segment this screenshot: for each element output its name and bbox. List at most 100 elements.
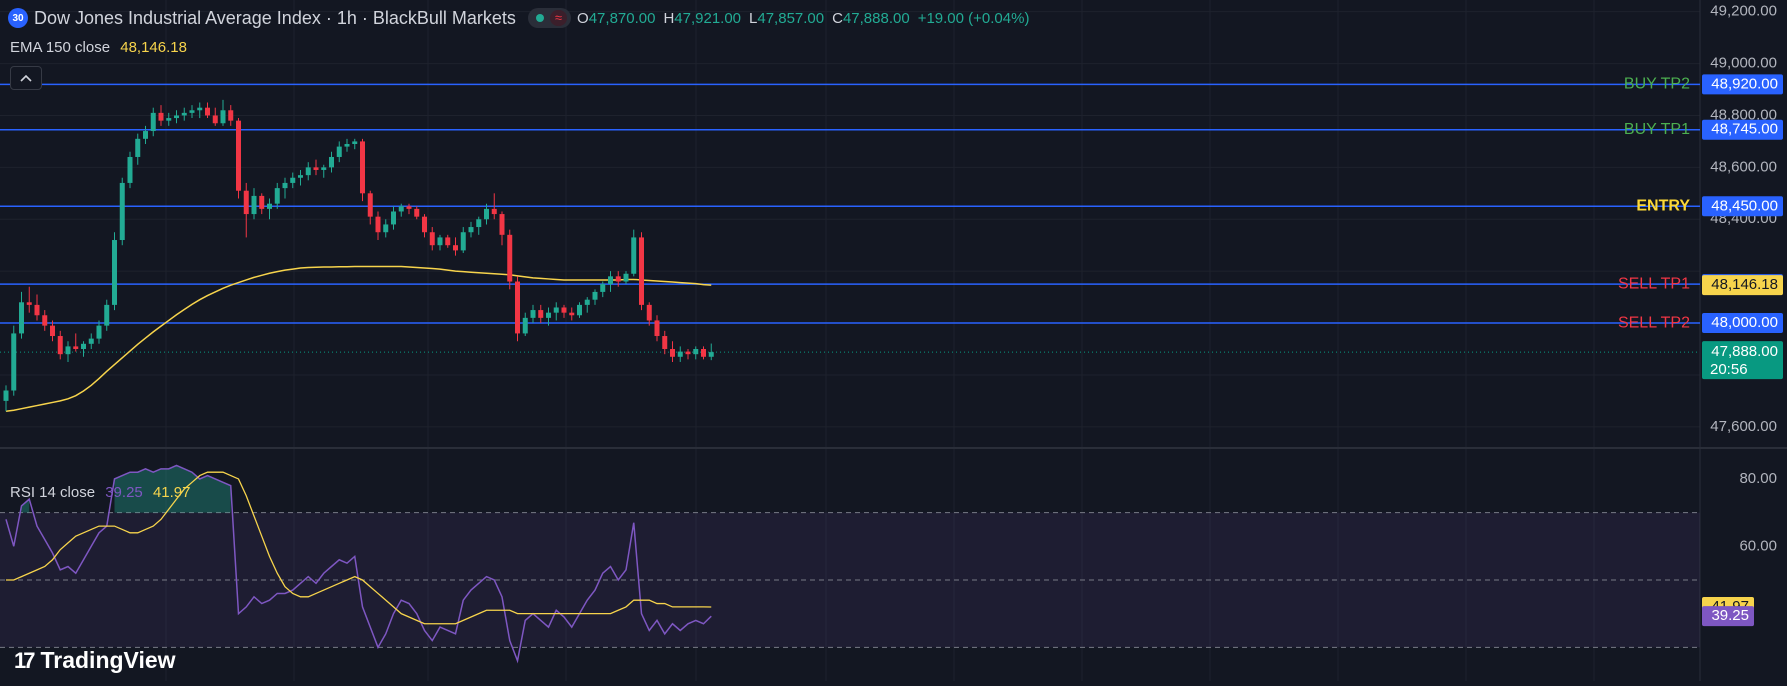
symbol-title[interactable]: Dow Jones Industrial Average Index · 1h …: [34, 7, 516, 28]
last-price-tag: [1702, 341, 1783, 380]
candle-body: [468, 227, 474, 233]
y-tick-label: 49,200.00: [1710, 3, 1777, 20]
ema-price-text: 48,146.18: [1711, 276, 1778, 293]
candle-body: [220, 110, 226, 124]
candle-body: [119, 182, 125, 241]
ema-legend-label: EMA 150 close: [10, 39, 111, 56]
candle-body: [460, 232, 466, 251]
candle-body: [143, 131, 148, 139]
price-change: +19.00 (+0.04%): [917, 9, 1030, 27]
candle-body: [553, 307, 559, 313]
rsi-ma-legend-value: 41.97: [152, 484, 191, 501]
candle-body: [19, 302, 24, 334]
bar-countdown: 20:56: [1710, 361, 1748, 378]
candle-body: [383, 224, 389, 233]
ema-legend[interactable]: EMA 150 close 48,146.18: [10, 39, 187, 56]
candle-body: [515, 281, 520, 334]
rsi-ma-line: [6, 471, 712, 625]
candle-body: [584, 299, 590, 305]
candle-body: [422, 216, 427, 233]
ema-legend-value: 48,146.18: [120, 39, 187, 56]
candle-body: [437, 237, 443, 246]
candle-body: [150, 112, 156, 132]
chevron-up-icon: [20, 74, 32, 82]
candle-body: [11, 333, 17, 391]
level-label: SELL TP2: [1618, 314, 1690, 331]
market-status-pill[interactable]: ≈: [527, 8, 572, 28]
candle-body: [112, 240, 117, 305]
rsi-tick-label: 80.00: [1739, 470, 1777, 487]
candle-body: [654, 320, 660, 337]
candle-body: [615, 276, 621, 282]
candle-body: [646, 304, 652, 321]
candle-body: [445, 237, 451, 246]
tradingview-wordmark: TradingView: [40, 647, 176, 673]
candle-body: [453, 245, 458, 251]
rsi-overbought-fill: [21, 499, 30, 513]
candle-body: [73, 346, 79, 349]
candle-body: [375, 216, 381, 233]
candle-body: [34, 304, 40, 316]
level-label: SELL TP1: [1618, 275, 1690, 292]
candle-body: [414, 208, 420, 217]
level-price-text: 48,745.00: [1711, 121, 1778, 138]
candle-body: [298, 175, 303, 178]
chart-header: 30 Dow Jones Industrial Average Index · …: [8, 6, 1029, 30]
rsi-legend[interactable]: RSI 14 close 39.25 41.97: [10, 484, 190, 501]
candle-body: [305, 167, 311, 176]
symbol-badge-icon[interactable]: 30: [8, 8, 28, 28]
ohlc-open: O47,870.00: [577, 9, 656, 27]
last-price-text: 47,888.00: [1711, 343, 1778, 360]
candle-body: [127, 156, 133, 183]
level-price-tag: [1702, 74, 1783, 95]
level-price-text: 48,450.00: [1711, 197, 1778, 214]
candle-body: [352, 141, 358, 145]
candle-body: [708, 352, 714, 357]
tradingview-mark-icon: 17: [14, 647, 36, 673]
rsi-line: [5, 464, 712, 664]
candle-body: [507, 234, 513, 282]
rsi-value-tag: [1702, 606, 1754, 627]
level-price-text: 48,920.00: [1711, 75, 1778, 92]
candle-body: [360, 141, 365, 194]
candle-body: [329, 156, 334, 168]
candle-body: [670, 348, 675, 357]
candle-body: [546, 312, 551, 318]
candle-body: [236, 120, 241, 191]
y-tick-label: 49,000.00: [1710, 55, 1777, 72]
candle-body: [251, 195, 257, 215]
ohlc-close: C47,888.00: [832, 9, 910, 27]
candle-body: [429, 232, 435, 246]
rsi-legend-label: RSI 14 close: [10, 484, 96, 501]
candle-body: [522, 317, 528, 334]
candle-body: [166, 118, 172, 121]
candle-body: [538, 310, 544, 318]
ema-150-line: [5, 265, 712, 413]
candle-body: [243, 190, 249, 215]
candle-body: [212, 115, 218, 124]
level-price-text: 48,000.00: [1711, 314, 1778, 331]
y-tick-label: 48,800.00: [1710, 106, 1777, 123]
candle-body: [267, 203, 272, 209]
collapse-legend-button[interactable]: [10, 66, 42, 90]
candle-body: [677, 351, 683, 357]
candle-body: [26, 302, 32, 305]
candle-body: [81, 343, 86, 349]
candle-body: [135, 138, 141, 157]
candle-body: [569, 312, 575, 316]
candle-body: [65, 346, 71, 355]
candle-body: [530, 310, 536, 318]
candle-body: [592, 291, 598, 300]
candle-body: [406, 206, 412, 209]
level-price-tag: [1702, 196, 1783, 217]
candle-body: [181, 112, 187, 116]
candle-body: [344, 144, 350, 147]
candle-body: [282, 182, 288, 189]
tradingview-logo[interactable]: 17 TradingView: [14, 647, 176, 674]
candle-body: [104, 304, 110, 326]
candle-body: [189, 110, 195, 113]
candle-body: [662, 336, 668, 349]
rsi-legend-value: 39.25: [105, 484, 143, 501]
